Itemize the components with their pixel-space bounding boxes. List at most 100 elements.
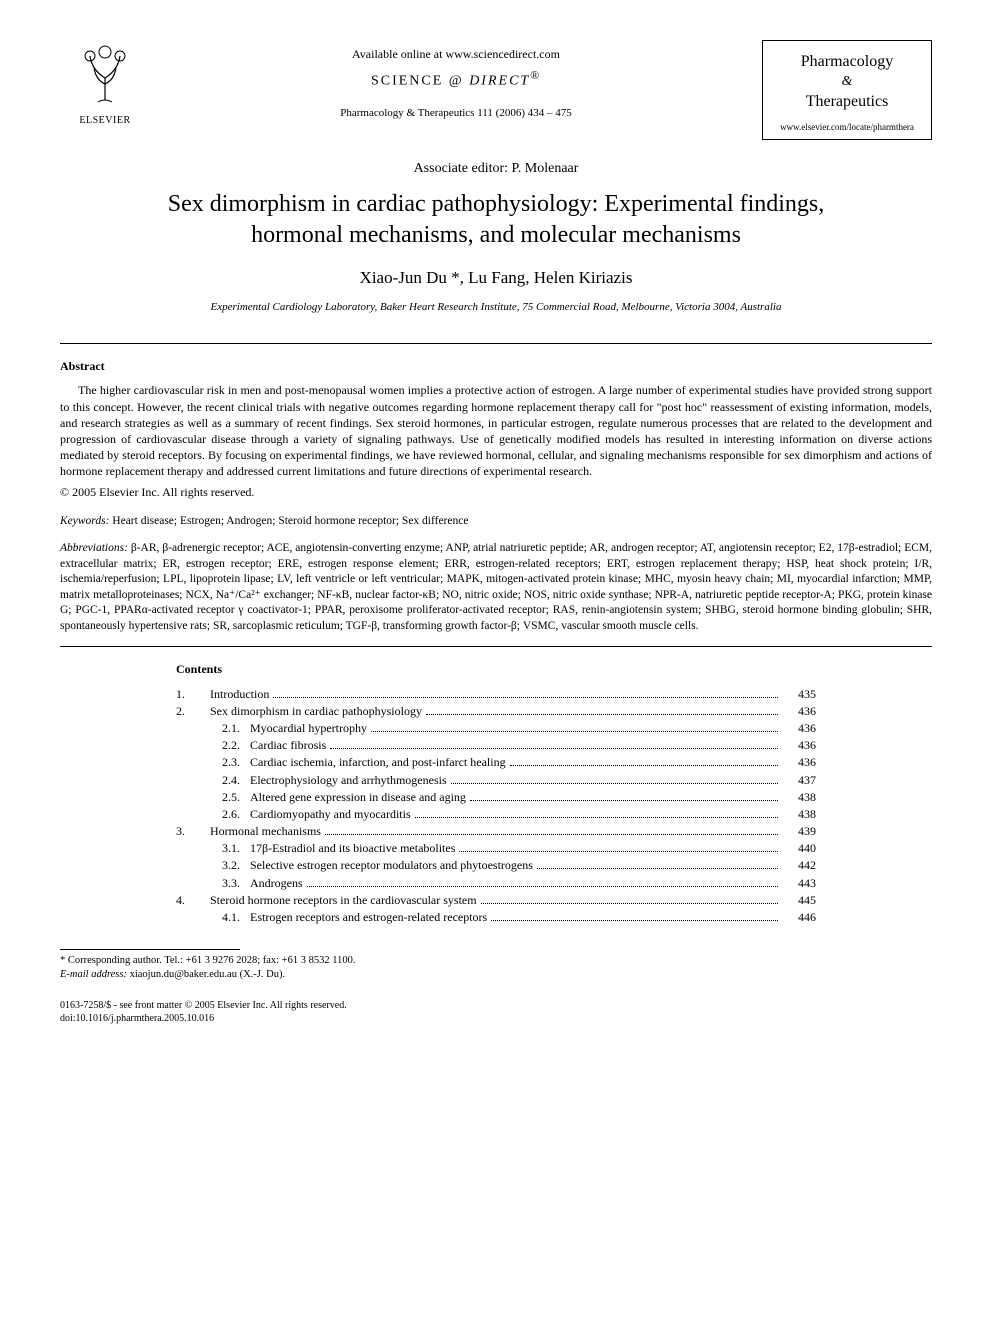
toc-page: 440 (782, 840, 816, 856)
toc-page: 438 (782, 806, 816, 822)
journal-title-1: Pharmacology (767, 51, 927, 73)
toc-page: 438 (782, 789, 816, 805)
toc-page: 436 (782, 703, 816, 719)
keywords-line: Keywords: Heart disease; Estrogen; Andro… (60, 514, 932, 530)
toc-leader-dots (470, 800, 778, 801)
contents-block: Contents 1.Introduction 4352.Sex dimorphi… (176, 661, 816, 925)
toc-number: 4.1. (210, 909, 250, 925)
bottom-meta: 0163-7258/$ - see front matter © 2005 El… (60, 999, 932, 1025)
toc-label: Steroid hormone receptors in the cardiov… (210, 892, 477, 908)
toc-container: 1.Introduction 4352.Sex dimorphism in car… (176, 686, 816, 926)
toc-row: 2.5.Altered gene expression in disease a… (176, 789, 816, 805)
toc-row: 3.1.17β-Estradiol and its bioactive meta… (176, 840, 816, 856)
toc-row: 2.3.Cardiac ischemia, infarction, and po… (176, 754, 816, 770)
toc-row: 2.1.Myocardial hypertrophy436 (176, 720, 816, 736)
sciencedirect-logo: SCIENCE @ DIRECT® (150, 68, 762, 92)
publisher-logo: ELSEVIER (60, 40, 150, 128)
toc-label: 17β-Estradiol and its bioactive metaboli… (250, 840, 455, 856)
header-row: ELSEVIER Available online at www.science… (60, 40, 932, 140)
toc-label: Hormonal mechanisms (210, 823, 321, 839)
footnote-block: * Corresponding author. Tel.: +61 3 9276… (60, 954, 932, 981)
keywords-label: Keywords: (60, 515, 109, 527)
toc-row: 3.3.Androgens443 (176, 875, 816, 891)
toc-number: 2.3. (210, 754, 250, 770)
journal-box: Pharmacology & Therapeutics www.elsevier… (762, 40, 932, 140)
abbrev-text: β-AR, β-adrenergic receptor; ACE, angiot… (60, 542, 932, 632)
abstract-copyright: © 2005 Elsevier Inc. All rights reserved… (60, 484, 932, 500)
toc-page: 436 (782, 737, 816, 753)
toc-label: Androgens (250, 875, 303, 891)
toc-leader-dots (451, 783, 778, 784)
toc-leader-dots (491, 920, 778, 921)
toc-label: Electrophysiology and arrhythmogenesis (250, 772, 447, 788)
toc-page: 439 (782, 823, 816, 839)
toc-leader-dots (273, 697, 778, 698)
toc-page: 446 (782, 909, 816, 925)
toc-row: 4.1.Estrogen receptors and estrogen-rela… (176, 909, 816, 925)
toc-number: 3. (176, 823, 210, 839)
abstract-text: The higher cardiovascular risk in men an… (60, 382, 932, 479)
toc-row: 2.4.Electrophysiology and arrhythmogenes… (176, 772, 816, 788)
header-center: Available online at www.sciencedirect.co… (150, 40, 762, 121)
toc-leader-dots (330, 748, 778, 749)
toc-number: 4. (176, 892, 210, 908)
sd-left: SCIENCE (371, 74, 443, 89)
toc-number: 2.5. (210, 789, 250, 805)
title-line-1: Sex dimorphism in cardiac pathophysiolog… (168, 191, 825, 217)
toc-leader-dots (426, 714, 778, 715)
toc-page: 436 (782, 754, 816, 770)
toc-row: 2.2.Cardiac fibrosis436 (176, 737, 816, 753)
toc-label: Estrogen receptors and estrogen-related … (250, 909, 487, 925)
email-value: xiaojun.du@baker.edu.au (X.-J. Du). (127, 969, 285, 980)
rule-top (60, 343, 932, 344)
toc-page: 436 (782, 720, 816, 736)
toc-label: Cardiomyopathy and myocarditis (250, 806, 411, 822)
sd-right: DIRECT (469, 74, 530, 89)
title-line-2: hormonal mechanisms, and molecular mecha… (251, 222, 741, 248)
contents-heading: Contents (176, 661, 816, 677)
rule-mid (60, 646, 932, 647)
associate-editor: Associate editor: P. Molenaar (60, 160, 932, 179)
toc-leader-dots (481, 903, 778, 904)
journal-url: www.elsevier.com/locate/pharmthera (767, 121, 927, 133)
toc-leader-dots (307, 886, 778, 887)
toc-label: Sex dimorphism in cardiac pathophysiolog… (210, 703, 422, 719)
toc-label: Myocardial hypertrophy (250, 720, 367, 736)
toc-row: 3.Hormonal mechanisms 439 (176, 823, 816, 839)
issn-line: 0163-7258/$ - see front matter © 2005 El… (60, 999, 932, 1012)
publisher-name: ELSEVIER (60, 114, 150, 128)
elsevier-tree-icon (70, 40, 140, 110)
keywords-text: Heart disease; Estrogen; Androgen; Stero… (109, 515, 468, 527)
toc-row: 3.2.Selective estrogen receptor modulato… (176, 857, 816, 873)
toc-leader-dots (415, 817, 778, 818)
toc-page: 437 (782, 772, 816, 788)
abbreviations-line: Abbreviations: β-AR, β-adrenergic recept… (60, 541, 932, 634)
toc-number: 3.1. (210, 840, 250, 856)
toc-leader-dots (510, 765, 778, 766)
email-line: E-mail address: xiaojun.du@baker.edu.au … (60, 968, 932, 982)
toc-page: 442 (782, 857, 816, 873)
author-list: Xiao-Jun Du *, Lu Fang, Helen Kiriazis (60, 267, 932, 290)
email-label: E-mail address: (60, 969, 127, 980)
corresponding-author: * Corresponding author. Tel.: +61 3 9276… (60, 954, 932, 968)
toc-row: 4.Steroid hormone receptors in the cardi… (176, 892, 816, 908)
toc-label: Introduction (210, 686, 269, 702)
doi-line: doi:10.1016/j.pharmthera.2005.10.016 (60, 1012, 932, 1025)
toc-label: Cardiac ischemia, infarction, and post-i… (250, 754, 506, 770)
toc-page: 443 (782, 875, 816, 891)
affiliation: Experimental Cardiology Laboratory, Bake… (60, 300, 932, 315)
toc-row: 2.Sex dimorphism in cardiac pathophysiol… (176, 703, 816, 719)
sd-globe-icon: @ (449, 74, 464, 89)
journal-amp: & (767, 73, 927, 92)
journal-title-2: Therapeutics (767, 91, 927, 113)
toc-number: 1. (176, 686, 210, 702)
toc-number: 2.4. (210, 772, 250, 788)
abstract-heading: Abstract (60, 358, 932, 374)
toc-leader-dots (371, 731, 778, 732)
toc-page: 445 (782, 892, 816, 908)
toc-leader-dots (459, 851, 778, 852)
toc-leader-dots (325, 834, 778, 835)
toc-page: 435 (782, 686, 816, 702)
available-online-text: Available online at www.sciencedirect.co… (150, 46, 762, 62)
toc-number: 2.6. (210, 806, 250, 822)
